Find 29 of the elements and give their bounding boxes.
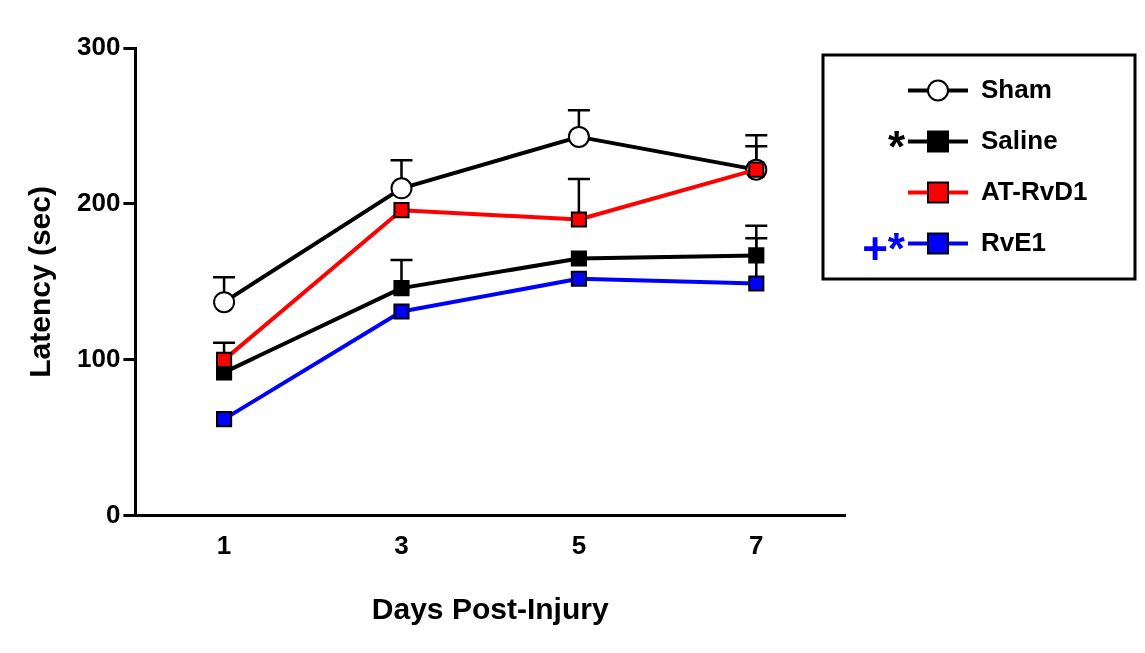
legend-label: Saline	[981, 124, 1058, 155]
point	[390, 177, 413, 200]
legend-label: RvE1	[981, 226, 1047, 257]
legend-label: Sham	[981, 73, 1052, 104]
point	[748, 275, 765, 292]
text: +*	[862, 223, 906, 273]
point	[393, 202, 410, 219]
point	[216, 411, 233, 428]
y-axis-title: Latency (sec)	[23, 186, 57, 378]
text: *	[887, 121, 906, 171]
point	[570, 250, 587, 267]
point	[567, 125, 590, 148]
point	[570, 270, 587, 287]
y-tick-label: 300	[76, 31, 121, 62]
legend-label: AT-RvD1	[981, 175, 1088, 206]
point	[213, 291, 236, 314]
y-tick-label: 100	[76, 343, 121, 374]
x-axis-title: Days Post-Injury	[371, 592, 609, 626]
point	[393, 280, 410, 297]
point	[216, 351, 233, 368]
point	[570, 211, 587, 228]
y-tick-label: 200	[76, 187, 121, 218]
point	[748, 247, 765, 264]
y-tick-label: 0	[105, 498, 121, 529]
x-tick-label: 3	[394, 529, 409, 560]
point	[393, 303, 410, 320]
x-tick-label: 5	[571, 529, 587, 560]
x-tick-label: 1	[216, 529, 232, 560]
x-tick-label: 7	[749, 529, 764, 560]
